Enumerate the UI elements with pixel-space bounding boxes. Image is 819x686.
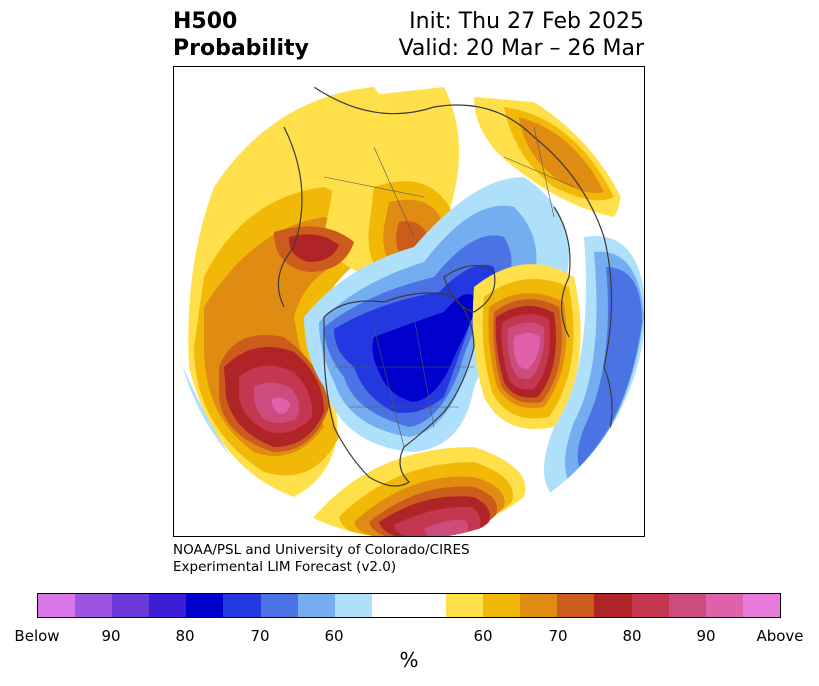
- colorbar-segment: [75, 594, 113, 617]
- arctic-negative-anomaly: [372, 294, 479, 402]
- europe-positive-anomaly: [288, 234, 339, 262]
- europe-coast: [553, 206, 571, 338]
- colorbar-segment: [112, 594, 150, 617]
- colorbar-segment: [297, 594, 335, 617]
- probability-field: [179, 87, 644, 536]
- colorbar-segment: [668, 594, 706, 617]
- valid-dates: Valid: 20 Mar – 26 Mar: [398, 36, 644, 61]
- colorbar-segment: [260, 594, 298, 617]
- asia-east-coast: [277, 126, 303, 308]
- colorbar-tick-label: 70: [548, 627, 568, 645]
- credit-line-1: NOAA/PSL and University of Colorado/CIRE…: [173, 542, 470, 558]
- colorbar-segment: [631, 594, 669, 617]
- north-positive-anomaly: [519, 117, 604, 193]
- country-borders: [323, 126, 575, 448]
- colorbar-segment: [742, 594, 780, 617]
- east-negative-anomaly: [577, 267, 642, 467]
- colorbar-segment: [557, 594, 595, 617]
- colorbar-tick-label: 60: [473, 627, 493, 645]
- colorbar-segment: [223, 594, 261, 617]
- colorbar-tick-label: 70: [250, 627, 270, 645]
- colorbar-segment: [483, 594, 521, 617]
- colorbar-tick-label: 80: [622, 627, 642, 645]
- map-svg: [179, 86, 644, 536]
- title-variable: H500: [173, 9, 238, 34]
- colorbar-unit: %: [399, 648, 419, 672]
- north-america-coast: [323, 292, 475, 487]
- probability-colorbar: [37, 593, 781, 618]
- pacific-positive-anomaly: [271, 397, 290, 414]
- colorbar-segment: [38, 594, 76, 617]
- colorbar-tick-label: Below: [14, 627, 60, 645]
- colorbar-tick-label: 90: [101, 627, 121, 645]
- colorbar-segment: [705, 594, 743, 617]
- colorbar-segment: [371, 594, 409, 617]
- colorbar-segment: [149, 594, 187, 617]
- colorbar-tick-label: 90: [696, 627, 716, 645]
- colorbar-segment: [446, 594, 484, 617]
- colorbar-segment: [594, 594, 632, 617]
- eurasia-coast: [313, 86, 613, 478]
- south-positive-anomaly: [424, 520, 469, 536]
- coastlines: [277, 86, 613, 487]
- title-quantity: Probability: [173, 36, 309, 61]
- colorbar-tick-label: Above: [756, 627, 804, 645]
- colorbar-tick-label: 60: [324, 627, 344, 645]
- init-date: Init: Thu 27 Feb 2025: [409, 9, 644, 34]
- greenland-coast: [443, 265, 496, 313]
- credit-text: NOAA/PSL and University of Colorado/CIRE…: [173, 542, 470, 576]
- atlantic-positive-anomaly: [513, 333, 540, 369]
- colorbar-segment: [408, 594, 447, 617]
- map-title: H500 Probability: [173, 8, 309, 62]
- colorbar-segment: [520, 594, 558, 617]
- colorbar-segment: [334, 594, 372, 617]
- borders: [323, 126, 575, 448]
- colorbar-tick-label: 80: [175, 627, 195, 645]
- forecast-dates: Init: Thu 27 Feb 2025 Valid: 20 Mar – 26…: [399, 8, 644, 62]
- credit-line-2: Experimental LIM Forecast (v2.0): [173, 559, 397, 575]
- probability-map: [173, 66, 645, 537]
- colorbar-segment: [186, 594, 224, 617]
